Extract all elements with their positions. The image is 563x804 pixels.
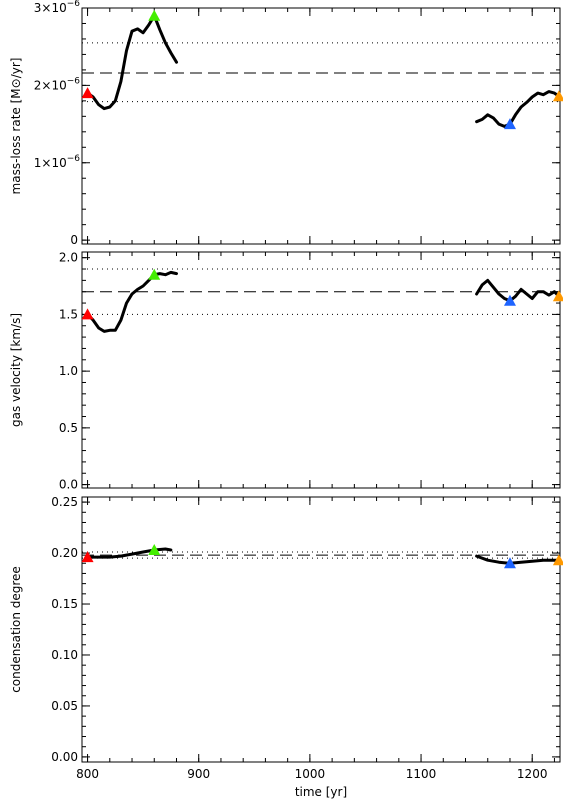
triangle-marker [82,87,94,98]
y-tick-label: 0.25 [51,495,78,509]
x-tick-label: 800 [76,767,99,781]
triangle-marker [148,10,160,21]
panel-2: 0.0 0.5 1.0 1.5 2.0 gas velocity [km/s] [9,251,563,492]
y-axis-title: condensation degree [9,566,23,693]
y-tick-label: 0.05 [51,699,78,713]
y-tick-label: 3×10−6 [34,0,81,15]
y-tick-label: 0.15 [51,597,78,611]
x-tick-label: 1000 [295,767,326,781]
series-line-1 [88,16,177,109]
y-tick-label: 0.20 [51,546,78,560]
panel-1: 0 1×10−6 2×10−6 3×10−6 mass-loss rate [M⊙/yr… [9,0,563,247]
plot-frame [82,8,560,244]
plot-frame [82,497,560,762]
y-tick-label: 0 [70,233,78,247]
plot-frame [82,252,560,488]
series-line-2 [477,280,559,300]
y-tick-label: 0.00 [51,750,78,764]
x-tick-label: 900 [187,767,210,781]
y-tick-label: 2×10−6 [34,76,81,92]
y-tick-label: 1.0 [59,364,78,378]
y-axis-title: gas velocity [km/s] [9,313,23,427]
panel-3: 0.00 0.05 0.10 0.15 0.20 0.25 800 900 1000 1100 12… [9,495,563,781]
series-line-2 [477,556,559,563]
series-line-1 [88,272,177,331]
y-axis-title: mass-loss rate [M⊙/yr] [9,58,23,195]
y-tick-label: 2.0 [59,251,78,265]
y-tick-label: 0.5 [59,421,78,435]
y-tick-label: 1.5 [59,307,78,321]
y-tick-label: 1×10−6 [34,154,81,170]
x-tick-label: 1200 [517,767,548,781]
x-tick-label: 1100 [406,767,437,781]
y-tick-label: 0.10 [51,648,78,662]
series-line-2 [477,92,559,127]
x-axis-title: time [yr] [295,785,347,799]
y-tick-label: 0.0 [59,478,78,492]
